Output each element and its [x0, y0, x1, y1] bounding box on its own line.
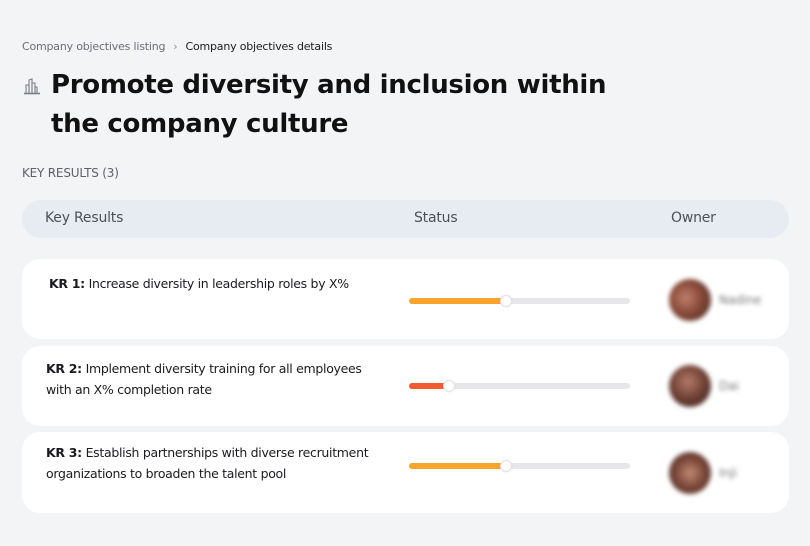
column-header-status: Status	[414, 210, 458, 226]
breadcrumb-link-objectives-listing[interactable]: Company objectives listing	[22, 40, 166, 53]
avatar	[669, 365, 711, 407]
key-result-row[interactable]: KR 2: Implement diversity training for a…	[22, 346, 789, 426]
key-result-id: KR 2:	[46, 361, 82, 376]
owner-name: Nadine	[719, 293, 762, 307]
progress-bar	[409, 460, 630, 472]
breadcrumb-current: Company objectives details	[185, 40, 333, 53]
progress-fill	[409, 298, 507, 304]
breadcrumb: Company objectives listing › Company obj…	[22, 40, 332, 53]
progress-thumb	[500, 295, 513, 307]
objective-header: Promote diversity and inclusion within t…	[22, 66, 662, 144]
avatar	[669, 279, 711, 321]
owner[interactable]: Inji	[669, 452, 737, 494]
key-results-table-header: Key Results Status Owner	[22, 200, 789, 238]
key-result-row[interactable]: KR 1: Increase diversity in leadership r…	[22, 259, 789, 339]
progress-fill	[409, 463, 507, 469]
avatar	[669, 452, 711, 494]
owner[interactable]: Dai	[669, 365, 739, 407]
key-results-count-label: KEY RESULTS (3)	[22, 166, 119, 180]
progress-thumb	[500, 460, 513, 472]
progress-bar	[409, 295, 630, 307]
key-result-id: KR 1:	[49, 276, 85, 291]
column-header-key-results: Key Results	[45, 210, 124, 226]
key-result-description: KR 3: Establish partnerships with divers…	[46, 442, 381, 484]
chevron-right-icon: ›	[173, 40, 178, 53]
owner-name: Dai	[719, 379, 739, 393]
column-header-owner: Owner	[671, 210, 716, 226]
key-result-row[interactable]: KR 3: Establish partnerships with divers…	[22, 432, 789, 513]
page-title: Promote diversity and inclusion within t…	[51, 70, 607, 139]
key-result-text: Implement diversity training for all emp…	[46, 361, 362, 397]
key-result-description: KR 2: Implement diversity training for a…	[46, 358, 381, 400]
progress-fill	[409, 383, 449, 389]
key-result-description: KR 1: Increase diversity in leadership r…	[49, 273, 384, 294]
key-result-text: Increase diversity in leadership roles b…	[88, 276, 350, 291]
owner[interactable]: Nadine	[669, 279, 761, 321]
key-result-id: KR 3:	[46, 445, 82, 460]
owner-name: Inji	[719, 466, 737, 480]
key-result-text: Establish partnerships with diverse recr…	[46, 445, 369, 481]
buildings-icon	[24, 78, 40, 95]
progress-thumb	[442, 380, 455, 392]
progress-bar	[409, 380, 630, 392]
